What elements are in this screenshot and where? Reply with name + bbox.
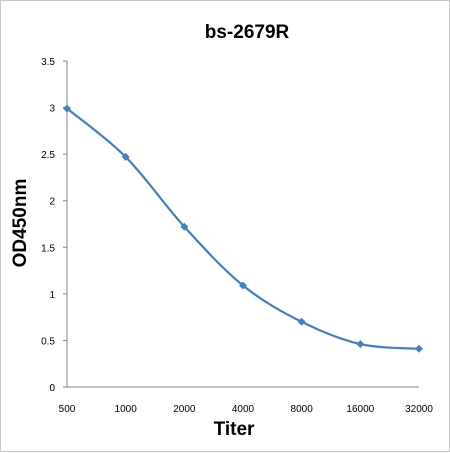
data-point-marker <box>356 340 365 349</box>
series-line <box>66 107 420 350</box>
y-axis-ticks: 0 0.5 1 1.5 2 2.5 3 3.5 <box>41 57 67 394</box>
y-tick-label: 1.5 <box>41 243 55 254</box>
x-tick-label: 500 <box>59 404 76 415</box>
y-tick-label: 3.5 <box>41 57 55 68</box>
y-tick-label: 0.5 <box>41 336 55 347</box>
chart-title: bs-2679R <box>205 22 290 43</box>
x-tick-label: 8000 <box>291 404 314 415</box>
x-tick-label: 4000 <box>232 404 255 415</box>
x-tick-label: 16000 <box>346 404 374 415</box>
x-axis-ticks: 500 1000 2000 4000 8000 16000 32000 <box>59 404 434 415</box>
data-point-marker <box>121 152 130 161</box>
series-markers <box>63 104 423 353</box>
y-axis-title: OD450nm <box>10 179 31 268</box>
x-tick-label: 2000 <box>173 404 196 415</box>
y-tick-label: 2.5 <box>41 150 55 161</box>
x-tick-label: 1000 <box>115 404 138 415</box>
data-point-marker <box>63 104 71 113</box>
data-point-marker <box>180 222 189 231</box>
data-point-marker <box>239 281 247 290</box>
y-tick-label: 1 <box>49 290 55 301</box>
data-point-marker <box>415 344 423 353</box>
x-tick-label: 32000 <box>405 404 433 415</box>
y-tick-label: 0 <box>49 383 55 394</box>
data-point-marker <box>297 317 306 326</box>
y-tick-label: 2 <box>49 197 55 208</box>
x-axis-title: Titer <box>214 419 255 440</box>
y-tick-label: 3 <box>49 104 55 115</box>
